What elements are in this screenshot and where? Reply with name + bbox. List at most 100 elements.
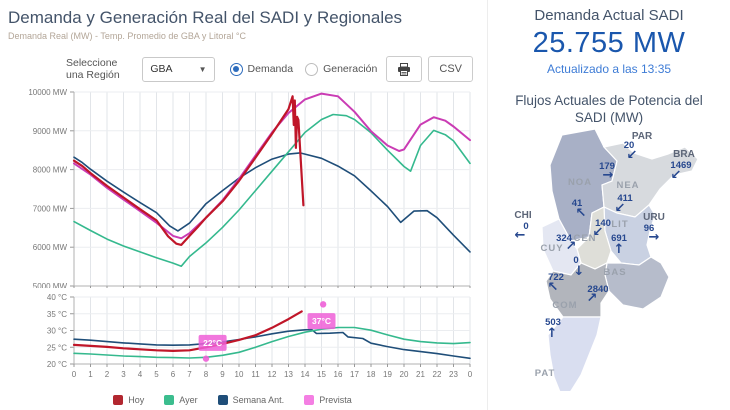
- svg-text:1469: 1469: [670, 160, 691, 171]
- legend-label-ayer: Ayer: [179, 395, 198, 405]
- svg-text:22°C: 22°C: [203, 338, 222, 348]
- svg-text:9: 9: [220, 370, 225, 379]
- legend-swatch-hoy: [113, 395, 124, 405]
- svg-text:4: 4: [138, 370, 143, 379]
- svg-text:5: 5: [154, 370, 159, 379]
- svg-text:2840: 2840: [587, 284, 608, 295]
- print-button[interactable]: [386, 56, 423, 82]
- legend-swatch-prevista: [304, 395, 315, 405]
- svg-text:9000 MW: 9000 MW: [33, 127, 68, 136]
- svg-text:20 °C: 20 °C: [47, 360, 67, 369]
- chart-controls: Seleccione una Región GBA ▼ Demanda Gene…: [66, 56, 487, 82]
- svg-text:23: 23: [449, 370, 458, 379]
- legend-item-ayer[interactable]: Ayer: [164, 395, 198, 405]
- svg-text:35 °C: 35 °C: [47, 310, 67, 319]
- radio-demanda[interactable]: Demanda: [229, 62, 294, 76]
- svg-text:↓: ↓: [574, 264, 585, 279]
- svg-text:10: 10: [235, 370, 244, 379]
- legend-swatch-ayer: [164, 395, 175, 405]
- legend-label-semana-ant: Semana Ant.: [232, 395, 285, 405]
- legend-label-hoy: Hoy: [128, 395, 145, 405]
- radio-demanda-label: Demanda: [247, 63, 294, 75]
- svg-text:20: 20: [400, 370, 409, 379]
- svg-text:3: 3: [121, 370, 126, 379]
- svg-text:1: 1: [88, 370, 93, 379]
- region-select-label: Seleccione una Región: [66, 57, 120, 81]
- svg-text:30 °C: 30 °C: [47, 327, 67, 336]
- svg-text:179: 179: [599, 161, 615, 172]
- svg-text:↙: ↙: [671, 168, 682, 183]
- current-demand-title: Demanda Actual SADI: [534, 7, 684, 24]
- charts-panel: Demanda y Generación Real del SADI y Reg…: [8, 8, 487, 405]
- radio-unselected-icon: [305, 62, 319, 76]
- svg-text:PAR: PAR: [632, 131, 653, 142]
- svg-text:COM: COM: [552, 300, 577, 311]
- svg-text:CHI: CHI: [514, 210, 531, 221]
- svg-text:722: 722: [548, 272, 564, 283]
- svg-text:↙: ↙: [627, 148, 638, 163]
- svg-text:15: 15: [317, 370, 326, 379]
- svg-text:PAT: PAT: [535, 368, 556, 379]
- svg-text:↖: ↖: [576, 206, 587, 221]
- svg-text:18: 18: [367, 370, 376, 379]
- svg-text:↖: ↖: [548, 280, 559, 295]
- svg-text:↙: ↙: [615, 201, 626, 216]
- svg-text:BRA: BRA: [673, 149, 695, 160]
- legend-item-semana-ant[interactable]: Semana Ant.: [217, 395, 285, 405]
- svg-text:→: →: [649, 230, 660, 245]
- legend-item-prevista[interactable]: Prevista: [304, 395, 352, 405]
- svg-text:140: 140: [595, 218, 611, 229]
- legend-label-prevista: Prevista: [319, 395, 352, 405]
- region-select[interactable]: GBA ▼: [142, 56, 215, 82]
- svg-text:19: 19: [383, 370, 392, 379]
- svg-text:↗: ↗: [566, 239, 577, 254]
- legend-swatch-semana-ant: [217, 395, 228, 405]
- svg-text:6: 6: [171, 370, 176, 379]
- svg-text:URU: URU: [643, 212, 665, 223]
- svg-text:NEA: NEA: [616, 180, 639, 191]
- page-subtitle: Demanda Real (MW) - Temp. Promedio de GB…: [8, 31, 247, 41]
- series-type-radios: Demanda Generación: [229, 62, 377, 76]
- demand-chart: 10000 MW 9000 MW 8000 MW 7000 MW 6000 MW 5000…: [28, 88, 471, 291]
- svg-text:5000 MW: 5000 MW: [33, 282, 68, 288]
- svg-text:41: 41: [572, 198, 583, 209]
- svg-text:14: 14: [301, 370, 310, 379]
- svg-text:2: 2: [105, 370, 110, 379]
- flows-title: Flujos Actuales de Potencia del SADI (MW…: [515, 93, 703, 125]
- region-select-value: GBA: [150, 63, 173, 75]
- current-demand-value: 25.755 MW: [532, 27, 686, 59]
- legend-item-hoy[interactable]: Hoy: [113, 395, 144, 405]
- page-title: Demanda y Generación Real del SADI y Reg…: [8, 8, 403, 27]
- svg-text:11: 11: [251, 370, 260, 379]
- svg-text:↗: ↗: [587, 291, 598, 306]
- csv-button[interactable]: CSV: [428, 56, 473, 82]
- map-container: NOA NEA LIT CEN CUY BAS COM PAT PAR 20 ↙ BRA 1469 ↙ CH…: [488, 128, 730, 398]
- export-buttons: CSV: [386, 56, 473, 82]
- svg-text:NOA: NOA: [568, 177, 592, 188]
- svg-text:CUY: CUY: [540, 243, 563, 254]
- radio-selected-icon: [229, 62, 243, 76]
- svg-text:0: 0: [523, 221, 528, 232]
- sadi-panel: Demanda Actual SADI 25.755 MW Actualizad…: [487, 0, 730, 410]
- temperature-chart: 40 °C35 °C30 °C25 °C20 °C0 1 2 3 4 5 6 7 8 9 10 11 1…: [47, 293, 473, 379]
- svg-text:12: 12: [268, 370, 277, 379]
- chevron-down-icon: ▼: [198, 64, 207, 74]
- svg-text:22: 22: [433, 370, 442, 379]
- svg-text:0: 0: [72, 370, 77, 379]
- svg-text:6000 MW: 6000 MW: [33, 243, 68, 252]
- svg-text:40 °C: 40 °C: [47, 293, 67, 302]
- printer-icon: [398, 62, 411, 76]
- svg-text:↙: ↙: [593, 225, 604, 240]
- svg-text:BAS: BAS: [603, 267, 626, 278]
- svg-text:↑: ↑: [614, 242, 625, 257]
- svg-text:0: 0: [573, 255, 578, 266]
- svg-text:8000 MW: 8000 MW: [33, 166, 68, 175]
- radio-generacion[interactable]: Generación: [305, 62, 377, 76]
- svg-text:691: 691: [611, 233, 628, 244]
- svg-text:324: 324: [556, 233, 573, 244]
- svg-text:8: 8: [204, 370, 209, 379]
- chart-legend: Hoy Ayer Semana Ant. Prevista: [8, 395, 457, 405]
- svg-text:21: 21: [416, 370, 425, 379]
